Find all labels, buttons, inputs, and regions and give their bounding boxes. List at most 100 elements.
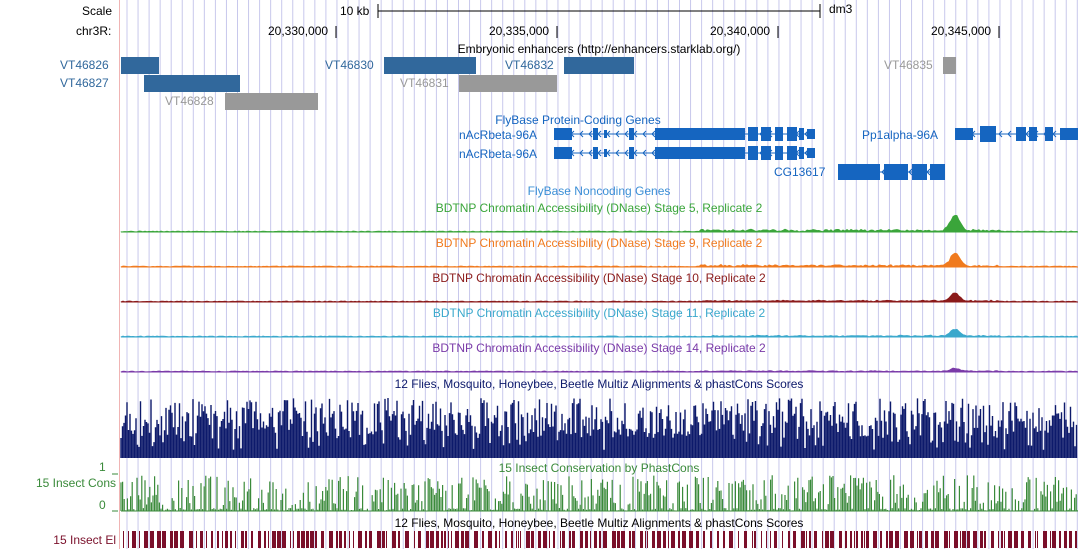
- track-title-multiz[interactable]: 12 Flies, Mosquito, Honeybee, Beetle Mul…: [394, 377, 804, 391]
- element-block: [967, 531, 970, 548]
- element-block: [801, 531, 805, 548]
- enhancer-label[interactable]: VT46835: [884, 58, 933, 72]
- gene-exon: [629, 128, 634, 140]
- track-title-dnase-stage10[interactable]: BDTNP Chromatin Accessibility (DNase) St…: [432, 271, 766, 285]
- element-block: [585, 531, 588, 548]
- element-block: [856, 531, 858, 548]
- element-block: [1028, 531, 1031, 548]
- element-block: [572, 531, 575, 548]
- element-block: [880, 531, 882, 548]
- track-title-dnase-stage9[interactable]: BDTNP Chromatin Accessibility (DNase) St…: [435, 236, 763, 250]
- element-block: [657, 531, 661, 548]
- enhancer-label[interactable]: VT46832: [505, 58, 554, 72]
- strand-arrow: [615, 149, 620, 157]
- element-block: [196, 531, 197, 548]
- scale-bar-text: 10 kb: [340, 4, 370, 18]
- element-block: [839, 531, 842, 548]
- element-block: [441, 531, 443, 548]
- track-title-conservation[interactable]: 15 Insect Conservation by PhastCons: [498, 461, 700, 475]
- track-title-dnase-stage5[interactable]: BDTNP Chromatin Accessibility (DNase) St…: [435, 201, 763, 215]
- gene-label[interactable]: nAcRbeta-96A: [459, 128, 538, 142]
- strand-arrow: [642, 149, 647, 157]
- element-block: [569, 531, 571, 548]
- element-block: [717, 531, 719, 548]
- enhancer-box: [564, 57, 634, 74]
- element-block: [1004, 531, 1005, 548]
- element-block: [225, 531, 228, 548]
- enhancer-box: [384, 57, 476, 74]
- gene-exon: [807, 148, 815, 158]
- element-block: [448, 531, 449, 548]
- element-block: [310, 531, 314, 548]
- enhancer-label[interactable]: VT46827: [60, 76, 109, 90]
- track-title-elements[interactable]: 12 Flies, Mosquito, Honeybee, Beetle Mul…: [394, 516, 804, 530]
- gene-exon: [775, 127, 783, 141]
- element-block: [696, 531, 699, 548]
- strand-arrow: [998, 130, 1003, 138]
- gene-label[interactable]: CG13617: [774, 165, 826, 179]
- gene-exon: [655, 147, 745, 159]
- gene-label[interactable]: nAcRbeta-96A: [459, 147, 538, 161]
- gene-exon: [912, 164, 927, 180]
- gene-exon: [955, 128, 973, 140]
- element-block: [1075, 531, 1077, 548]
- element-block: [814, 531, 817, 548]
- enhancer-label[interactable]: VT46830: [325, 58, 374, 72]
- gene-label[interactable]: Pp1alpha-96A: [862, 128, 939, 142]
- element-block: [729, 531, 733, 548]
- element-block: [461, 531, 464, 548]
- element-block: [418, 531, 421, 548]
- element-block: [774, 531, 777, 548]
- element-block: [1043, 531, 1047, 548]
- gene-exon: [1016, 127, 1026, 141]
- element-block: [590, 531, 591, 548]
- element-block: [144, 531, 148, 548]
- gene-exon: [775, 146, 783, 160]
- element-block: [980, 531, 983, 548]
- enhancer-box: [459, 75, 557, 92]
- track-title-coding-genes[interactable]: FlyBase Protein-Coding Genes: [495, 113, 661, 127]
- element-block: [770, 531, 771, 548]
- element-block: [864, 531, 865, 548]
- element-block: [830, 531, 834, 548]
- enhancer-label[interactable]: VT46828: [165, 94, 214, 108]
- track-title-noncoding-genes[interactable]: FlyBase Noncoding Genes: [527, 184, 671, 198]
- element-block: [430, 531, 434, 548]
- element-block: [189, 531, 193, 548]
- element-block: [444, 531, 446, 548]
- side-label-insect-el[interactable]: 15 Insect El: [53, 533, 116, 547]
- enhancer-label[interactable]: VT46826: [60, 58, 109, 72]
- element-block: [217, 531, 219, 548]
- element-block: [793, 531, 796, 548]
- element-block: [935, 531, 939, 548]
- enhancer-box: [121, 57, 159, 74]
- side-label-insect-cons[interactable]: 15 Insect Cons: [35, 476, 116, 490]
- element-block: [754, 531, 756, 548]
- dnase-signal: [120, 214, 1078, 233]
- element-block: [321, 531, 324, 548]
- element-block: [344, 531, 346, 548]
- track-title-dnase-stage14[interactable]: BDTNP Chromatin Accessibility (DNase) St…: [432, 341, 766, 355]
- element-block: [752, 531, 753, 548]
- element-block: [886, 531, 888, 548]
- element-block: [822, 531, 823, 548]
- enhancer-box: [144, 75, 240, 92]
- element-block: [949, 531, 950, 548]
- enhancer-label[interactable]: VT46831: [400, 76, 449, 90]
- element-block: [499, 531, 500, 548]
- element-block: [925, 531, 928, 548]
- element-block: [663, 531, 666, 548]
- element-block: [329, 531, 333, 548]
- element-block: [682, 531, 686, 548]
- track-title-enhancers[interactable]: Embryonic enhancers (http://enhancers.st…: [457, 42, 741, 56]
- element-block: [689, 531, 693, 548]
- element-block: [162, 531, 166, 548]
- conservation-bars: [120, 475, 1078, 511]
- track-title-dnase-stage11[interactable]: BDTNP Chromatin Accessibility (DNase) St…: [432, 306, 766, 320]
- gene-exon: [787, 146, 797, 160]
- element-block: [825, 531, 829, 548]
- element-block: [553, 531, 555, 548]
- multiz-bars: [120, 398, 1078, 458]
